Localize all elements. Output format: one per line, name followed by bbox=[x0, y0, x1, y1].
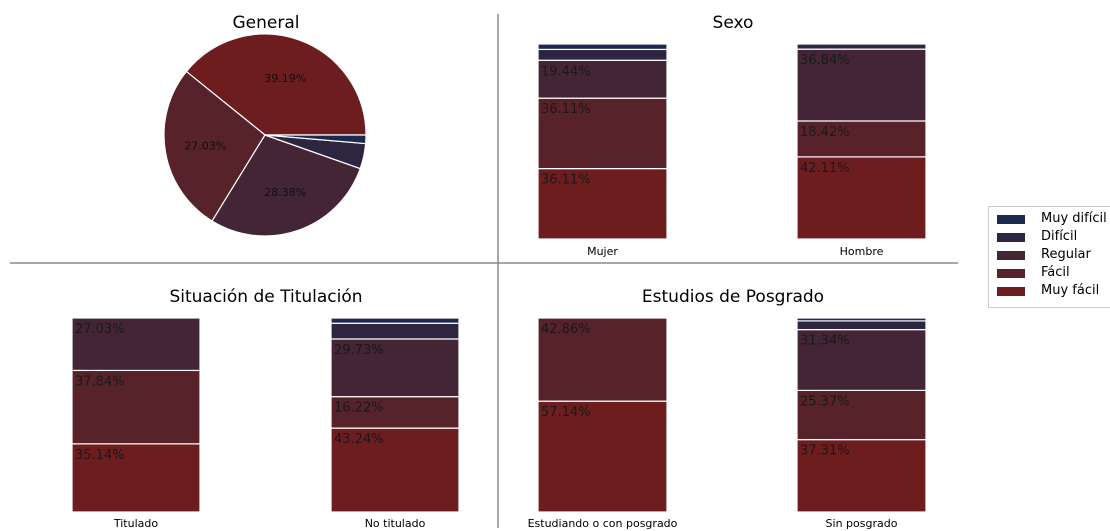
bar-data-label: 36.11% bbox=[541, 173, 591, 188]
legend-label: Muy difícil bbox=[1041, 211, 1107, 226]
bar-segment-facil bbox=[71, 369, 201, 445]
bar-data-label: 27.03% bbox=[75, 322, 125, 337]
pie-slice-facil bbox=[163, 70, 266, 222]
chart-title-estudios-de-posgrado: Estudios de Posgrado bbox=[642, 287, 824, 307]
legend-swatch bbox=[997, 215, 1025, 224]
bar-segment-muy-facil bbox=[796, 156, 927, 240]
bar-data-label: 37.31% bbox=[800, 444, 850, 459]
bar-data-label: 42.11% bbox=[800, 161, 850, 176]
bar-segment-regular bbox=[330, 338, 460, 398]
bar-segment-muy-facil bbox=[71, 443, 201, 513]
bar-segment-dificil bbox=[330, 322, 460, 340]
bar-data-label: 31.34% bbox=[800, 334, 850, 349]
pie-slice-muy-facil bbox=[185, 33, 367, 136]
bar-segment-dificil bbox=[537, 48, 668, 61]
bar-segment-facil bbox=[537, 97, 668, 170]
bar-segment-muy-facil bbox=[537, 167, 668, 240]
x-tick-label: Titulado bbox=[113, 517, 159, 530]
pie-slice-regular bbox=[211, 134, 362, 237]
legend-label: Muy fácil bbox=[1041, 283, 1100, 298]
bar-segment-muy-dificil bbox=[796, 317, 927, 322]
pie-slice-muy-dificil bbox=[264, 134, 367, 145]
legend-label: Regular bbox=[1041, 247, 1091, 262]
bar-segment-regular bbox=[71, 317, 201, 372]
bar-segment-muy-dificil bbox=[330, 317, 460, 324]
pie-data-label: 28.38% bbox=[264, 186, 306, 199]
bar-data-label: 29.73% bbox=[334, 343, 384, 358]
bar-segment-facil bbox=[330, 396, 460, 429]
x-tick-label: No titulado bbox=[365, 517, 426, 530]
bar-data-label: 37.84% bbox=[75, 374, 125, 389]
bar-data-label: 36.84% bbox=[800, 53, 850, 68]
x-tick-label: Estudiando o con posgrado bbox=[528, 517, 678, 530]
chart-title-situacion-de-titulacion: Situación de Titulación bbox=[169, 287, 362, 307]
bar-segment-regular bbox=[537, 59, 668, 99]
bar-segment-facil bbox=[537, 317, 668, 402]
bar-segment-regular bbox=[796, 329, 927, 392]
bar-segment-facil bbox=[796, 389, 927, 441]
bar-segment-dificil bbox=[796, 320, 927, 331]
legend-swatch bbox=[997, 269, 1025, 278]
bar-data-label: 36.11% bbox=[541, 102, 591, 117]
bar-data-label: 35.14% bbox=[75, 448, 125, 463]
pie-data-label: 27.03% bbox=[184, 139, 226, 152]
bar-data-label: 16.22% bbox=[334, 401, 384, 416]
bar-data-label: 42.86% bbox=[541, 322, 591, 337]
legend-swatch bbox=[997, 233, 1025, 242]
bar-data-label: 25.37% bbox=[800, 394, 850, 409]
bar-segment-dificil bbox=[796, 43, 927, 50]
chart-title-sexo: Sexo bbox=[713, 13, 754, 33]
bar-segment-muy-dificil bbox=[537, 43, 668, 51]
bar-data-label: 18.42% bbox=[800, 125, 850, 140]
pie-data-label: 39.19% bbox=[264, 72, 306, 85]
x-tick-label: Mujer bbox=[587, 245, 618, 258]
legend-label: Difícil bbox=[1041, 229, 1078, 244]
legend-swatch bbox=[997, 251, 1025, 260]
legend-swatch bbox=[997, 287, 1025, 296]
bar-data-label: 19.44% bbox=[541, 64, 591, 79]
legend: Muy difícil Difícil Regular Fácil Muy fá… bbox=[988, 206, 1110, 308]
bar-segment-muy-facil bbox=[537, 400, 668, 513]
x-tick-label: Sin posgrado bbox=[826, 517, 898, 530]
chart-title-general: General bbox=[233, 13, 300, 33]
bar-data-label: 57.14% bbox=[541, 405, 591, 420]
bar-segment-muy-facil bbox=[796, 439, 927, 513]
bar-segment-facil bbox=[796, 120, 927, 158]
bar-data-label: 43.24% bbox=[334, 432, 384, 447]
x-tick-label: Hombre bbox=[840, 245, 884, 258]
legend-label: Fácil bbox=[1041, 265, 1070, 280]
